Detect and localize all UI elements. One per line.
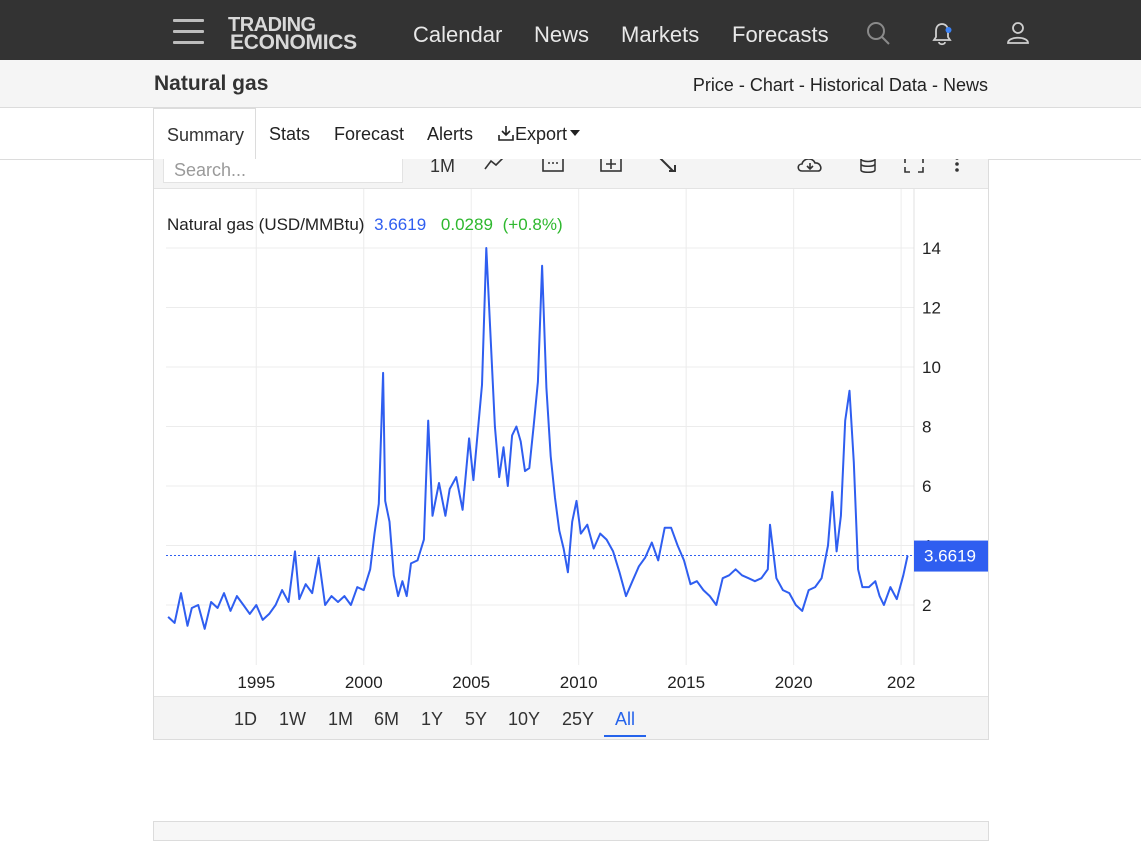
tab-bar: Summary Stats Forecast Alerts Export	[0, 108, 1141, 160]
tab-forecast[interactable]: Forecast	[334, 124, 405, 144]
y-tick-label: 6	[922, 477, 931, 496]
nav-calendar[interactable]: Calendar	[413, 22, 503, 47]
range-1y[interactable]: 1Y	[421, 709, 444, 729]
fullscreen-icon[interactable]	[902, 159, 926, 175]
x-axis-ticks: 1995 2000 2005 2010 2015 2020 202	[237, 673, 915, 692]
range-10y[interactable]: 10Y	[508, 709, 541, 729]
series-change-pct: (+0.8%)	[503, 215, 563, 234]
last-price-label: 3.6619	[924, 547, 976, 566]
series-line-natural-gas	[167, 247, 909, 630]
series-last-value: 3.6619	[374, 215, 426, 234]
chart-toolbar: Search... 1M	[154, 159, 988, 189]
x-tick-label: 2020	[775, 673, 813, 692]
trading-economics-logo[interactable]: TRADING ECONOMICS	[228, 14, 373, 54]
range-6m[interactable]: 6M	[374, 709, 400, 729]
page-header: Natural gas Price - Chart - Historical D…	[0, 60, 1141, 108]
bell-icon[interactable]	[929, 20, 955, 48]
crumb-separator: -	[798, 75, 805, 95]
chart-type-icon[interactable]	[483, 159, 507, 175]
range-5y[interactable]: 5Y	[465, 709, 488, 729]
nav-markets[interactable]: Markets	[621, 22, 700, 47]
wrench-icon[interactable]	[655, 159, 679, 175]
link-news[interactable]: News	[942, 75, 988, 95]
breadcrumb-links: Price - Chart - Historical Data - News	[693, 75, 988, 96]
add-comparison-icon[interactable]	[599, 159, 623, 175]
cloud-download-icon[interactable]	[796, 159, 826, 175]
range-1m[interactable]: 1M	[328, 709, 354, 729]
logo-line2: ECONOMICS	[230, 31, 357, 54]
nav-forecasts[interactable]: Forecasts	[732, 22, 829, 47]
chart-legend: Natural gas (USD/MMBtu) 3.6619 0.0289 (+…	[167, 215, 563, 234]
link-chart[interactable]: Chart	[749, 75, 794, 95]
range-25y[interactable]: 25Y	[562, 709, 595, 729]
logo-line1: TRADING	[228, 14, 316, 36]
hamburger-menu-icon[interactable]	[173, 19, 204, 44]
crumb-separator: -	[931, 75, 938, 95]
top-nav: TRADING ECONOMICS Calendar News Markets …	[0, 0, 1141, 60]
search-icon[interactable]	[865, 20, 891, 46]
page-title: Natural gas	[154, 72, 269, 95]
range-1d[interactable]: 1D	[234, 709, 258, 729]
calendar-icon[interactable]	[541, 159, 565, 175]
x-tick-label: 2000	[345, 673, 383, 692]
crumb-separator: -	[738, 75, 745, 95]
export-label: Export	[515, 124, 568, 144]
y-tick-label: 10	[922, 358, 941, 377]
chart-grid	[166, 189, 915, 665]
range-all[interactable]: All	[615, 709, 636, 729]
interval-selector[interactable]: 1M	[430, 159, 456, 176]
x-tick-label: 1995	[237, 673, 275, 692]
x-tick-label: 202	[887, 673, 915, 692]
x-tick-label: 2010	[560, 673, 598, 692]
nav-news[interactable]: News	[534, 22, 590, 47]
y-tick-label: 8	[922, 418, 931, 437]
caret-down-icon	[570, 130, 581, 136]
series-name: Natural gas (USD/MMBtu)	[167, 215, 364, 234]
database-icon[interactable]	[857, 159, 879, 175]
y-tick-label: 14	[922, 239, 941, 258]
next-section-card	[153, 821, 989, 841]
download-icon	[498, 126, 514, 141]
link-price[interactable]: Price	[692, 75, 734, 95]
range-1w[interactable]: 1W	[279, 709, 306, 729]
x-tick-label: 2005	[452, 673, 490, 692]
y-tick-label: 2	[922, 596, 931, 615]
more-options-icon[interactable]	[950, 159, 964, 175]
link-historical-data[interactable]: Historical Data	[809, 75, 927, 95]
active-range-indicator	[604, 735, 646, 737]
user-account-icon[interactable]	[1005, 20, 1031, 46]
tab-stats[interactable]: Stats	[269, 124, 311, 144]
tab-alerts[interactable]: Alerts	[427, 124, 474, 144]
range-selector: 1D 1W 1M 6M 1Y 5Y 10Y 25Y All	[154, 696, 988, 739]
tab-export[interactable]: Export	[497, 124, 581, 145]
y-tick-label: 12	[922, 299, 941, 318]
x-tick-label: 2015	[667, 673, 705, 692]
last-price-badge	[914, 540, 988, 572]
tab-summary-label: Summary	[167, 125, 245, 145]
search-input[interactable]: Search...	[163, 159, 403, 183]
tab-summary[interactable]: Summary	[153, 108, 256, 160]
chart-card: Search... 1M 2468101214 1995200020052010…	[153, 159, 989, 740]
series-change: 0.0289	[441, 215, 493, 234]
